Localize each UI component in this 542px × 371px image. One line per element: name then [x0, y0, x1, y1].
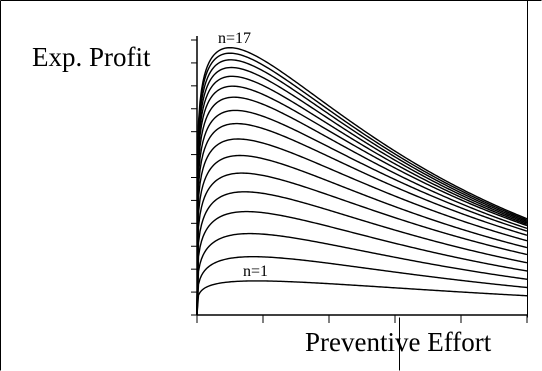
- annotation-n1: n=1: [243, 263, 268, 280]
- annotation-n17: n=17: [218, 30, 251, 47]
- series-line-n15: [196, 59, 528, 316]
- series-line-n1: [196, 280, 528, 316]
- x-axis-label: Preventive Effort: [305, 327, 492, 357]
- series-line-n12: [196, 85, 528, 316]
- series-line-n10: [196, 109, 528, 316]
- series-line-n7: [196, 154, 528, 316]
- series-line-n14: [196, 66, 528, 316]
- series-line-n9: [196, 122, 528, 316]
- series-line-n13: [196, 75, 528, 316]
- series-line-n2: [196, 256, 528, 316]
- series-line-n16: [196, 52, 528, 316]
- axes: [191, 36, 528, 323]
- series-line-n4: [196, 210, 528, 316]
- series-line-n8: [196, 138, 528, 316]
- series-line-n11: [196, 96, 528, 316]
- series-line-n6: [196, 172, 528, 316]
- series-line-n17: [196, 46, 528, 316]
- series-curves: [196, 46, 528, 316]
- y-axis-label: Exp. Profit: [32, 42, 151, 72]
- series-line-n5: [196, 191, 528, 316]
- series-line-n3: [196, 232, 528, 316]
